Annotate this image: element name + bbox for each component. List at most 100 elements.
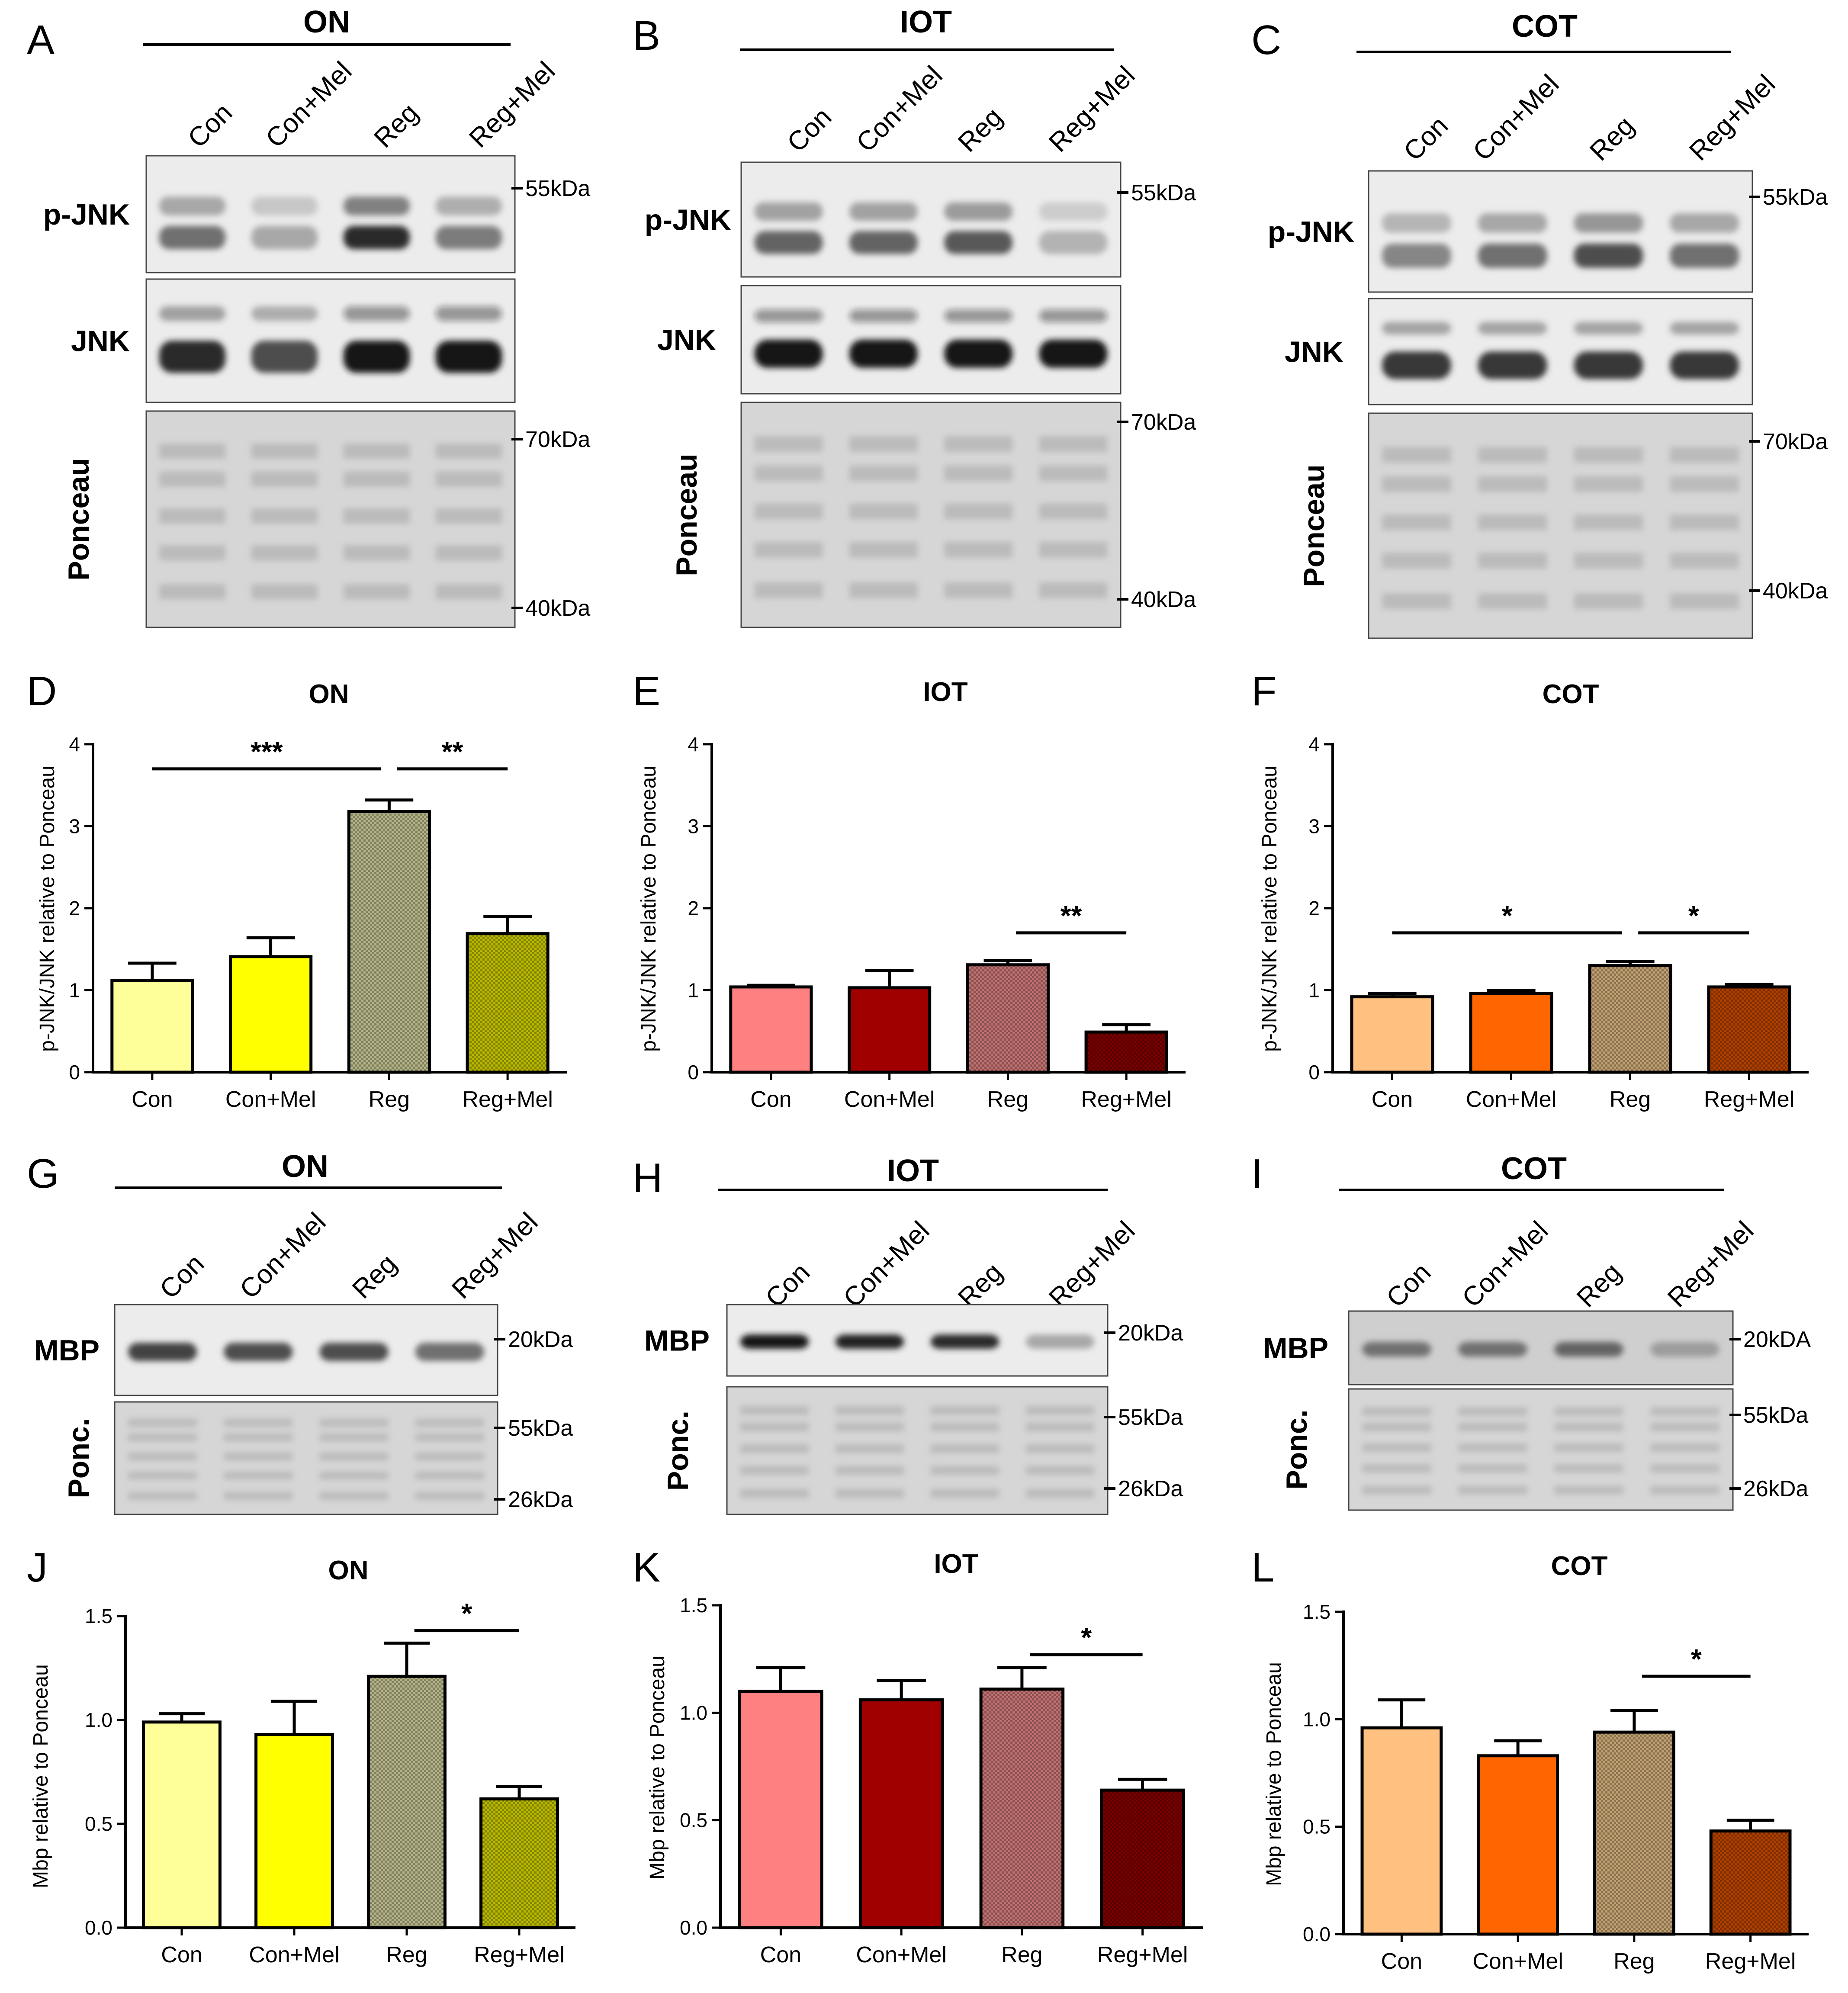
chart-title: IOT xyxy=(923,677,967,707)
band xyxy=(740,1489,809,1498)
y-tick-label: 1 xyxy=(69,979,80,1002)
row-label: MBP xyxy=(644,1324,710,1357)
blot-row-pjnk: p-JNK 55kDa xyxy=(1268,170,1828,293)
y-axis-label: Mbp relative to Ponceau xyxy=(29,1664,52,1888)
bar xyxy=(860,1700,942,1928)
row-label: Ponceau xyxy=(670,453,703,576)
band xyxy=(224,1433,293,1441)
band xyxy=(944,465,1013,481)
band xyxy=(944,542,1013,558)
band xyxy=(849,436,918,452)
band xyxy=(1478,514,1547,530)
band xyxy=(754,465,823,481)
y-tick-label: 3 xyxy=(688,815,699,838)
panel-letter: I xyxy=(1251,1151,1263,1197)
band xyxy=(849,504,918,520)
band xyxy=(849,202,918,221)
band xyxy=(835,1422,904,1432)
panel-letter: E xyxy=(633,668,660,714)
row-label: p-JNK xyxy=(1268,215,1354,248)
group-title: IOT xyxy=(900,5,952,39)
chart-panel-K: K IOT Mbp relative to Ponceau 0.0 0.5 1.0 1.5 C… xyxy=(633,1544,1203,1967)
band xyxy=(1382,321,1451,335)
band xyxy=(835,1444,904,1453)
marker-label: 20kDa xyxy=(1118,1321,1183,1346)
bar xyxy=(112,980,193,1072)
x-tick-label: Reg+Mel xyxy=(1705,1949,1796,1974)
band xyxy=(128,1492,197,1500)
row-label: JNK xyxy=(71,325,130,358)
band xyxy=(1478,447,1547,463)
bar-pattern xyxy=(1590,965,1671,1072)
chart-title: ON xyxy=(328,1556,369,1585)
lane-label: Reg+Mel xyxy=(1043,60,1141,158)
x-tick-label: Con xyxy=(760,1942,801,1967)
band xyxy=(1039,309,1108,322)
y-tick-label: 0.0 xyxy=(1303,1923,1331,1945)
y-tick-label: 1.5 xyxy=(85,1605,112,1627)
x-tick-label: Reg+Mel xyxy=(1704,1087,1795,1112)
row-label: JNK xyxy=(657,324,716,357)
lane-label: Reg+Mel xyxy=(1684,69,1781,166)
bar-pattern xyxy=(967,964,1048,1072)
band xyxy=(1670,476,1739,492)
bar xyxy=(143,1722,220,1928)
band xyxy=(944,436,1013,452)
lane-label: Reg xyxy=(368,98,424,154)
lane-label: Con xyxy=(781,102,837,158)
row-label: JNK xyxy=(1285,336,1343,369)
significance-label: * xyxy=(1691,1643,1702,1675)
blot-row-ponc: Ponc. 55kDa 26kDa xyxy=(1280,1388,1808,1511)
band xyxy=(343,472,410,487)
lane-label: Con xyxy=(1381,1257,1437,1313)
marker-label: 55kDa xyxy=(1743,1403,1808,1428)
band xyxy=(1039,582,1108,598)
band xyxy=(1670,351,1739,379)
row-label: Ponceau xyxy=(62,458,95,580)
band xyxy=(1025,1466,1095,1475)
x-tick-label: Con+Mel xyxy=(844,1087,935,1112)
band xyxy=(159,196,226,215)
y-axis-label: p-JNK/JNK relative to Ponceau xyxy=(36,765,59,1052)
band xyxy=(1025,1444,1095,1453)
lane-label: Con+Mel xyxy=(838,1215,935,1313)
lane-label: Reg+Mel xyxy=(463,56,561,153)
band xyxy=(1554,1342,1623,1357)
y-tick-label: 0.5 xyxy=(1303,1816,1331,1838)
bar-pattern xyxy=(349,811,430,1072)
band xyxy=(1670,514,1739,530)
x-tick-label: Reg+Mel xyxy=(462,1087,553,1112)
bar xyxy=(256,1734,333,1928)
y-tick-label: 0.5 xyxy=(680,1809,707,1832)
bar-pattern xyxy=(481,1799,558,1928)
band xyxy=(930,1406,1000,1415)
lane-label: Con+Mel xyxy=(234,1207,331,1304)
chart-panel-L: L COT Mbp relative to Ponceau 0.0 0.5 1.0 1.5 C… xyxy=(1251,1544,1809,1974)
panel-letter: F xyxy=(1251,668,1277,714)
band xyxy=(1478,244,1547,268)
x-tick-label: Reg xyxy=(1610,1087,1651,1112)
blot-panel-C: C COT Con Con+Mel Reg Reg+Mel p-JNK 55kDa JNK Pon… xyxy=(1251,9,1828,639)
band xyxy=(835,1334,904,1349)
band xyxy=(1650,1342,1719,1357)
band xyxy=(415,1343,485,1361)
band xyxy=(944,231,1013,254)
band xyxy=(1382,447,1451,463)
band xyxy=(1025,1334,1095,1349)
band xyxy=(1362,1407,1431,1416)
band xyxy=(415,1419,485,1427)
panel-letter: K xyxy=(633,1544,660,1591)
lane-label: Reg+Mel xyxy=(446,1207,543,1304)
band xyxy=(1554,1423,1623,1431)
y-tick-label: 0.0 xyxy=(680,1916,707,1939)
band xyxy=(944,309,1013,322)
band xyxy=(849,542,918,558)
band xyxy=(343,444,410,459)
bar xyxy=(1471,993,1552,1072)
band xyxy=(1554,1443,1623,1452)
band xyxy=(251,508,318,524)
y-tick-label: 0 xyxy=(1308,1061,1320,1083)
marker-label: 55kDa xyxy=(525,176,590,201)
band xyxy=(159,545,226,560)
